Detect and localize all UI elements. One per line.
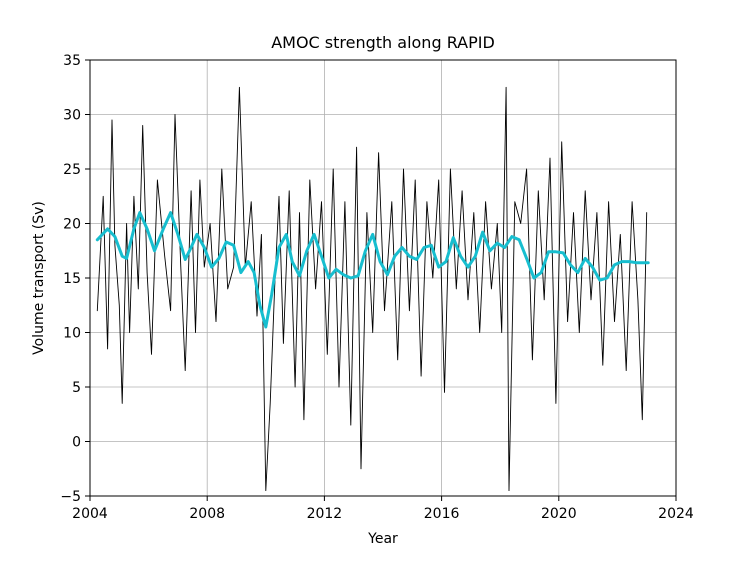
y-tick-label: 5 — [72, 380, 81, 396]
x-axis-label: Year — [367, 531, 398, 547]
data-layer — [95, 86, 650, 492]
y-tick-label: 0 — [72, 435, 81, 451]
x-tick-label: 2012 — [307, 506, 343, 522]
raw-transport-line — [96, 86, 648, 492]
x-tick-label: 2016 — [424, 506, 460, 522]
y-tick-label: −5 — [60, 489, 81, 505]
y-tick-label: 20 — [63, 217, 81, 233]
y-tick-label: 25 — [63, 162, 81, 178]
x-tick-label: 2008 — [189, 506, 225, 522]
y-tick-label: 30 — [63, 108, 81, 124]
x-tick-label: 2020 — [541, 506, 577, 522]
chart-title: AMOC strength along RAPID — [271, 33, 495, 52]
y-tick-label: 15 — [63, 271, 81, 287]
y-axis-label: Volume transport (Sv) — [31, 201, 47, 355]
x-tick-label: 2004 — [72, 506, 108, 522]
smoothed-transport-line — [95, 211, 650, 329]
y-tick-label: 10 — [63, 326, 81, 342]
y-tick-label: 35 — [63, 53, 81, 69]
tick-layer: 2004 2008 2012 2016 2020 2024 −5 0 5 10 15 20 25 30 35 — [60, 53, 694, 522]
x-tick-label: 2024 — [658, 506, 694, 522]
